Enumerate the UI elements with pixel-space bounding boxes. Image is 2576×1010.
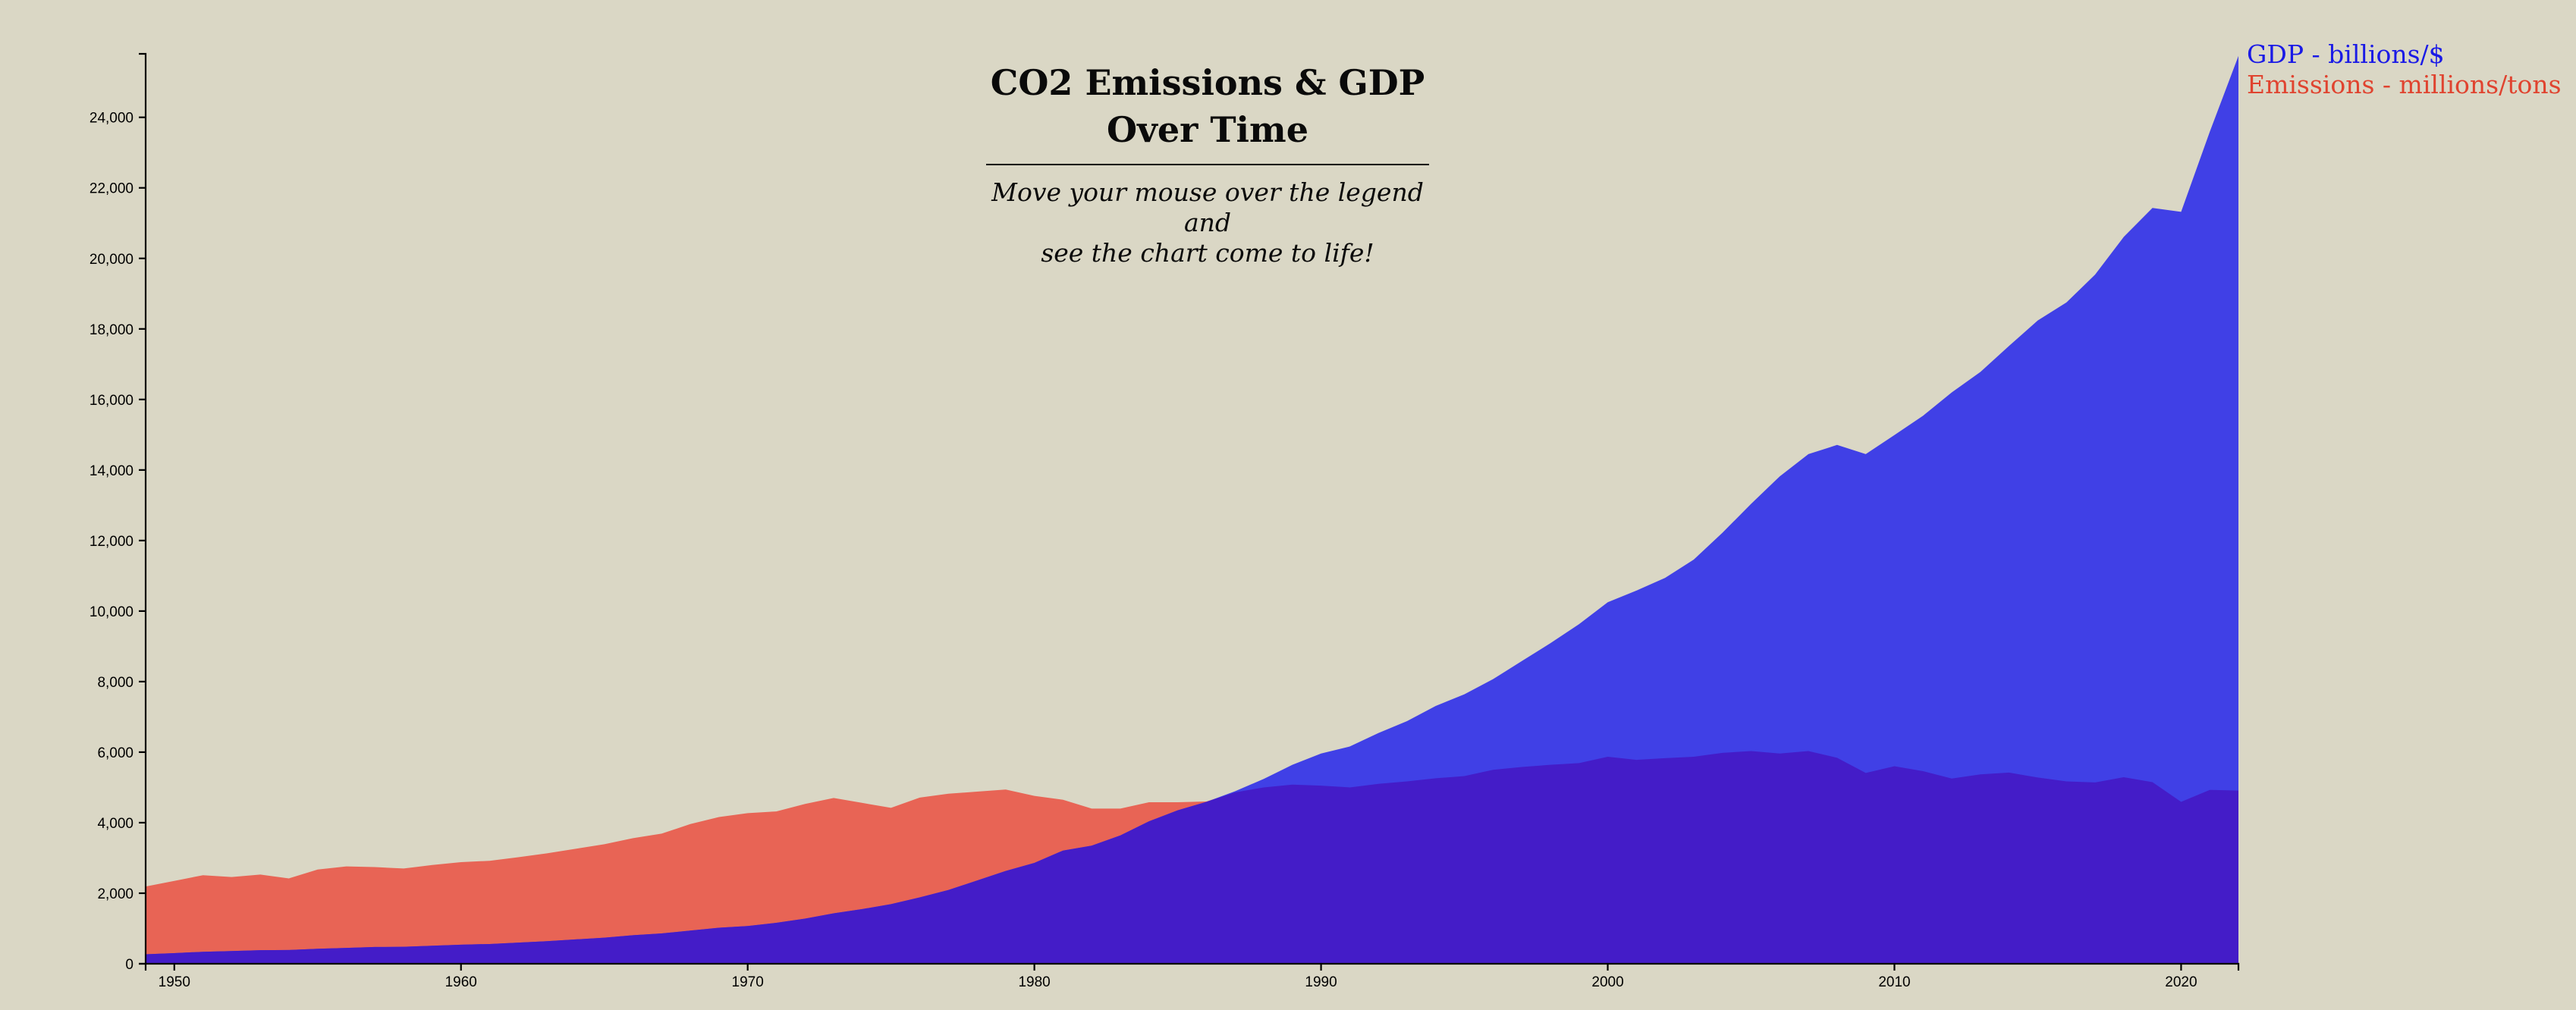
y-tick-label: 22,000 bbox=[90, 181, 134, 197]
legend: GDP - billions/$ Emissions - millions/to… bbox=[2247, 39, 2562, 100]
x-tick-label: 1950 bbox=[159, 974, 190, 990]
chart-title-line-2: Over Time bbox=[1107, 109, 1308, 150]
gdp-area bbox=[146, 55, 2238, 964]
legend-item-gdp[interactable]: GDP - billions/$ bbox=[2247, 39, 2445, 69]
chart-subtitle-line-2: see the chart come to life! bbox=[1041, 238, 1374, 268]
chart-areas bbox=[146, 55, 2238, 964]
y-axis: 0 2,000 4,000 6,000 8,000 10,000 12,000 14,000 1… bbox=[90, 52, 147, 973]
y-tick-label: 0 bbox=[125, 957, 134, 973]
y-tick-label: 14,000 bbox=[90, 463, 134, 479]
legend-item-emissions[interactable]: Emissions - millions/tons bbox=[2247, 70, 2562, 99]
x-tick-label: 2000 bbox=[1591, 974, 1623, 990]
title-block: CO2 Emissions & GDP Over Time Move your … bbox=[986, 59, 1429, 268]
overlap-area bbox=[146, 751, 2238, 964]
x-tick-label: 1970 bbox=[732, 974, 764, 990]
y-tick-label: 24,000 bbox=[90, 111, 134, 127]
y-tick-label: 2,000 bbox=[97, 886, 134, 902]
x-tick-label: 2010 bbox=[1878, 974, 1910, 990]
x-tick-label: 2020 bbox=[2165, 974, 2197, 990]
y-tick-label: 12,000 bbox=[90, 534, 134, 550]
title-divider bbox=[986, 164, 1429, 165]
x-tick-label: 1980 bbox=[1018, 974, 1050, 990]
chart-title-line-1: CO2 Emissions & GDP bbox=[990, 62, 1425, 103]
x-tick-label: 1990 bbox=[1305, 974, 1337, 990]
y-tick-label: 10,000 bbox=[90, 604, 134, 620]
chart-subtitle-line-1: Move your mouse over the legend and bbox=[991, 177, 1424, 237]
y-axis-line bbox=[139, 52, 147, 965]
x-axis-line bbox=[144, 962, 2240, 971]
y-tick-label: 16,000 bbox=[90, 393, 134, 409]
y-tick-label: 8,000 bbox=[97, 675, 134, 691]
y-tick-label: 20,000 bbox=[90, 252, 134, 268]
x-axis: 1950 1960 1970 1980 1990 2000 2010 2020 bbox=[144, 962, 2240, 990]
y-tick-label: 6,000 bbox=[97, 745, 134, 761]
y-tick-label: 4,000 bbox=[97, 816, 134, 832]
x-tick-label: 1960 bbox=[445, 974, 477, 990]
y-tick-label: 18,000 bbox=[90, 322, 134, 338]
